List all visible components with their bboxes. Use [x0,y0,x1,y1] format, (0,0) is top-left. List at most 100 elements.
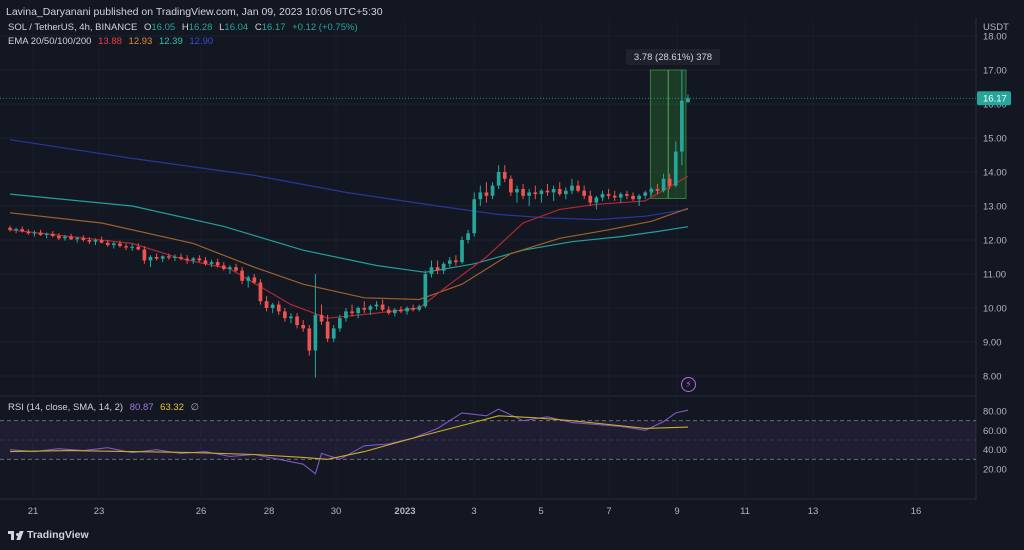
brand-name: TradingView [27,529,89,541]
price-legend: SOL / TetherUS, 4h, BINANCE O16.05 H16.2… [8,22,362,33]
close-value: 16.17 [261,22,286,33]
change-value: +0.12 (+0.75%) [292,22,358,33]
price-tick-label: 15.00 [983,134,1007,145]
candle-body [661,178,666,191]
candle-body [564,190,568,195]
measure-label: 3.78 (28.61%) 378 [634,52,712,63]
candle-body [447,260,452,264]
time-tick-label: 21 [28,506,39,517]
candle-body [509,178,513,193]
candle-body [50,233,55,236]
candle-body [411,308,415,310]
rsi-sma-value: 63.32 [160,402,184,413]
candle-body [515,189,519,193]
currency-label: USDT [983,22,1009,33]
candle-body [112,243,116,246]
price-tick-label: 10.00 [983,304,1007,315]
rsi-tick-label: 60.00 [983,426,1007,437]
candle-body [81,237,86,240]
ema-label: EMA 20/50/100/200 [8,36,92,47]
candle-body [87,240,92,242]
ema50-value: 12.93 [128,36,153,47]
candle-body [435,267,440,271]
candle-body [221,265,226,269]
candle-body [399,309,403,312]
time-tick-label: 13 [808,506,819,517]
price-tick-label: 11.00 [983,270,1006,281]
ema20-value: 13.88 [98,36,122,47]
candle-body [289,316,293,319]
candle-body [649,189,654,193]
open-value: 16.05 [151,22,176,33]
time-tick-label: 30 [331,506,342,517]
candle-body [331,328,336,339]
lightning-icon[interactable]: ⚡ [681,377,696,392]
candle-body [643,192,648,196]
rsi-tick-label: 20.00 [983,465,1007,476]
time-tick-label: 26 [196,506,207,517]
candle-body [57,235,61,239]
close-label: C [254,22,262,33]
candle-body [197,258,202,261]
price-tick-label: 12.00 [983,236,1007,247]
candle-body [185,258,189,261]
open-label: O [144,22,152,33]
last-price-tag [977,91,1011,106]
candle-body [136,246,141,250]
candle-body [307,328,312,351]
candle-body [667,178,672,186]
tradingview-logo[interactable]: TradingView [8,529,89,541]
candle-body [356,308,360,314]
candle-body [130,246,134,248]
time-tick-label: 23 [94,506,105,517]
candle-body [313,314,318,351]
candle-body [606,194,611,196]
candle-body [173,257,177,258]
candle-body [295,316,299,325]
candle-body [576,185,580,191]
candle-body [521,189,525,196]
candle-body [680,100,684,152]
candle-body [484,192,489,196]
candle-body [533,192,538,195]
candle-body [490,185,495,196]
candle-body [344,311,348,319]
rsi-label: RSI (14, close, SMA, 14, 2) [8,402,124,413]
candle-body [240,270,244,281]
candle-body [105,242,110,246]
candle-body [362,308,367,310]
candle-body [386,309,391,314]
price-tick-label: 18.00 [983,32,1007,43]
rsi-tick-label: 80.00 [983,407,1007,418]
candle-body [380,304,385,310]
ema100-line [9,193,689,273]
candle-body [264,301,269,308]
rsi-sma-line [9,415,689,460]
candle-body [124,246,128,248]
candle-body [234,267,238,271]
candle-body [460,240,464,263]
price-tick-label: 13.00 [983,202,1007,213]
measure-label-bg [626,49,720,65]
candle-body [478,192,483,200]
ema200-line [9,139,689,221]
time-tick-label: 11 [740,506,750,517]
candle-body [69,236,73,240]
last-price-label: 16.17 [983,94,1007,105]
candle-body [301,325,306,329]
ema50-line [9,207,689,301]
candle-body [612,195,617,198]
candle-body [246,277,251,281]
candle-body [338,318,342,329]
candle-body [215,262,220,266]
candle-body [166,256,171,258]
rsi-legend: RSI (14, close, SMA, 14, 2) 80.87 63.32 … [8,402,203,413]
candle-body [148,257,153,261]
candle-body [368,306,373,310]
rsi-value: 80.87 [129,402,154,413]
rsi-tick-label: 40.00 [983,445,1007,456]
low-label: L [219,22,225,33]
candle-body [63,236,67,239]
